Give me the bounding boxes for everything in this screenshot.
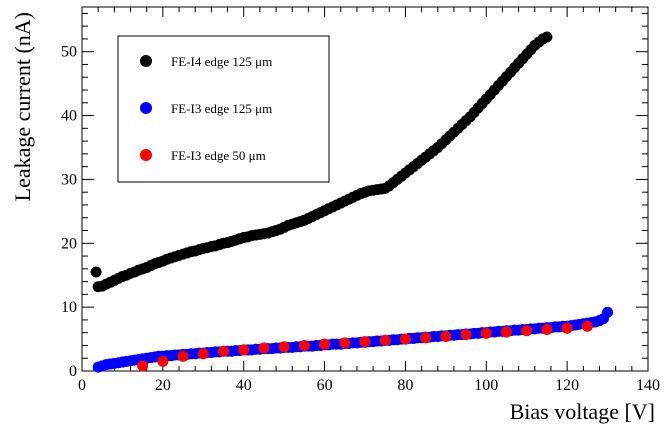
- data-point: [319, 338, 331, 350]
- x-tick-label: 60: [317, 377, 333, 394]
- data-point: [480, 327, 492, 339]
- data-point: [137, 360, 149, 372]
- data-point: [561, 322, 573, 334]
- data-point: [359, 336, 371, 348]
- data-point: [460, 329, 472, 341]
- series-3: [137, 320, 593, 372]
- data-point: [379, 334, 391, 346]
- legend-marker: [140, 149, 152, 161]
- x-tick-label: 20: [155, 377, 171, 394]
- y-tick-label: 30: [61, 171, 77, 188]
- data-point: [501, 326, 512, 338]
- data-point: [541, 323, 553, 335]
- data-point: [581, 320, 593, 332]
- x-axis-label: Bias voltage [V]: [510, 399, 655, 424]
- data-point: [197, 348, 209, 360]
- data-point: [399, 333, 411, 345]
- data-point: [521, 325, 533, 337]
- data-point: [177, 350, 189, 362]
- legend-label: FE-I3 edge 125 μm: [171, 101, 272, 116]
- x-tick-label: 100: [474, 377, 498, 394]
- y-tick-label: 10: [61, 299, 77, 316]
- data-point: [278, 341, 290, 353]
- data-point: [339, 337, 351, 349]
- y-axis-label: Leakage current (nA): [10, 12, 35, 201]
- data-point: [541, 31, 553, 43]
- legend-marker: [140, 55, 152, 67]
- data-point: [420, 332, 432, 344]
- axis-ticks: 0 20 40 60 80 100 120 140 0 10 20 30 40 50: [61, 7, 660, 394]
- series-1: [90, 31, 553, 293]
- data-point: [238, 344, 250, 356]
- legend: FE-I4 edge 125 μm FE-I3 edge 125 μm FE-I3 …: [117, 35, 330, 183]
- data-points: [90, 31, 614, 373]
- legend-marker: [140, 102, 152, 114]
- data-point: [218, 345, 229, 357]
- y-tick-label: 40: [61, 108, 77, 125]
- y-tick-label: 0: [69, 363, 77, 380]
- x-tick-label: 80: [397, 377, 413, 394]
- legend-box: [117, 35, 330, 183]
- data-point: [90, 266, 102, 278]
- plot-frame: [81, 6, 649, 372]
- data-point: [258, 342, 270, 354]
- data-point: [440, 331, 452, 343]
- data-point: [602, 306, 614, 318]
- legend-label: FE-I3 edge 50 μm: [171, 148, 266, 163]
- plot-frame-border: [81, 6, 649, 372]
- data-point: [298, 339, 310, 351]
- x-tick-label: 140: [636, 377, 660, 394]
- y-tick-label: 50: [61, 44, 77, 61]
- y-tick-label: 20: [61, 235, 77, 252]
- legend-label: FE-I4 edge 125 μm: [171, 54, 272, 69]
- series-2: [92, 306, 614, 373]
- x-tick-label: 120: [555, 377, 579, 394]
- x-tick-label: 0: [78, 377, 86, 394]
- x-tick-label: 40: [236, 377, 252, 394]
- data-point: [157, 355, 169, 367]
